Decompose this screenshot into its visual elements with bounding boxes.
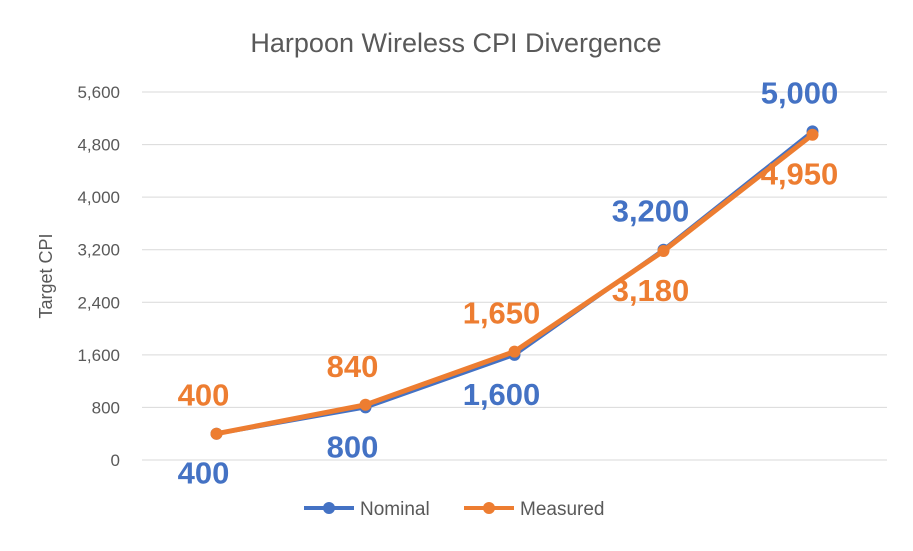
data-label: 4,950: [761, 157, 839, 192]
data-label: 5,000: [761, 75, 839, 110]
data-label: 3,180: [612, 273, 690, 308]
y-tick-label: 0: [111, 451, 120, 470]
y-tick-label: 5,600: [77, 83, 120, 102]
data-label: 3,200: [612, 194, 690, 229]
data-label: 800: [327, 429, 379, 464]
y-axis-title: Target CPI: [36, 233, 56, 318]
y-tick-label: 800: [92, 398, 120, 417]
y-tick-label: 2,400: [77, 293, 120, 312]
data-point: [657, 245, 670, 258]
data-labels: 400 800 1,600 3,200 5,000 400 840 1,650 3,180 4,9…: [178, 75, 839, 490]
y-tick-label: 4,000: [77, 188, 120, 207]
data-point: [359, 398, 372, 411]
chart-title: Harpoon Wireless CPI Divergence: [250, 28, 661, 58]
data-point: [210, 427, 223, 440]
legend-marker: [483, 502, 495, 514]
y-tick-label: 3,200: [77, 241, 120, 260]
series-measured: [210, 128, 819, 440]
data-point: [806, 128, 819, 141]
data-label: 1,600: [463, 377, 541, 412]
legend-label: Nominal: [360, 499, 430, 520]
y-tick-label: 4,800: [77, 136, 120, 155]
legend-item-measured: Measured: [464, 499, 605, 520]
data-point: [508, 345, 521, 358]
legend-item-nominal: Nominal: [304, 499, 430, 520]
y-tick-label: 1,600: [77, 346, 120, 365]
legend-marker: [323, 502, 335, 514]
legend-label: Measured: [520, 499, 605, 520]
y-axis-ticks: 0 800 1,600 2,400 3,200 4,000 4,800 5,600: [77, 83, 120, 470]
legend: Nominal Measured: [304, 499, 605, 520]
data-label: 840: [327, 349, 379, 384]
data-label: 1,650: [463, 296, 541, 331]
data-label: 400: [178, 378, 230, 413]
series-layer: [210, 125, 819, 440]
data-label: 400: [178, 456, 230, 491]
